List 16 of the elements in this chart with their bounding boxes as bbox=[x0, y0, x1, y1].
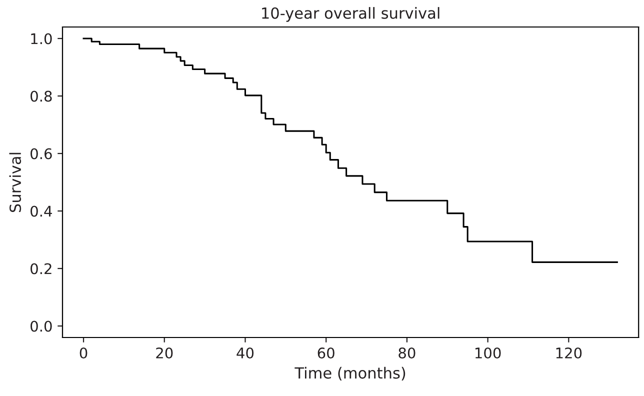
y-tick-label: 1.0 bbox=[31, 33, 52, 44]
y-tick-label: 0.8 bbox=[30, 90, 52, 102]
y-tick-label: 0.0 bbox=[30, 320, 52, 332]
x-tick-label: 60 bbox=[318, 347, 334, 359]
x-tick-label: 100 bbox=[475, 347, 501, 359]
x-tick-label: 0 bbox=[80, 347, 88, 359]
x-tick-label: 120 bbox=[556, 347, 582, 359]
x-tick-label: 40 bbox=[236, 347, 254, 359]
y-tick-label: 0.6 bbox=[30, 148, 52, 160]
y-axis-title: Survival bbox=[9, 152, 22, 212]
x-axis-title: Time (months) bbox=[294, 366, 406, 381]
x-tick-label: 20 bbox=[156, 347, 173, 359]
y-tick-label: 0.4 bbox=[30, 206, 52, 217]
y-tick-label: 0.2 bbox=[30, 263, 52, 274]
x-tick-label: 80 bbox=[398, 347, 416, 359]
chart-title: 10-year overall survival bbox=[262, 7, 440, 22]
